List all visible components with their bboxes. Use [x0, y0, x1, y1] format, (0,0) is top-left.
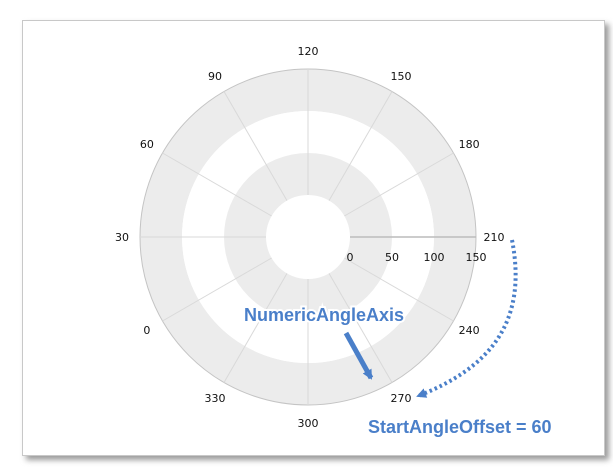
- radius-tick-label: 150: [466, 251, 487, 264]
- angle-gridlines: [140, 69, 476, 405]
- angle-tick-label: 0: [143, 324, 150, 337]
- angle-gridline: [344, 257, 454, 322]
- radius-tick-label: 50: [385, 251, 399, 264]
- angle-tick-label: 330: [205, 392, 226, 405]
- angle-tick-label: 120: [298, 45, 319, 58]
- angle-tick-label: 150: [391, 70, 412, 83]
- radius-tick-label: 100: [424, 251, 445, 264]
- angle-tick-label: 270: [391, 392, 412, 405]
- angle-gridline: [162, 152, 272, 217]
- angle-tick-label: 180: [459, 138, 480, 151]
- annotation-arrow-icon: [343, 331, 374, 380]
- angle-gridline: [328, 273, 393, 383]
- angle-tick-label: 60: [140, 138, 154, 151]
- annotation-start-angle-offset-label: StartAngleOffset = 60: [368, 417, 552, 437]
- angle-gridline: [328, 91, 393, 201]
- angle-gridline: [223, 91, 288, 201]
- annotation-dotted-arrow-icon: [416, 239, 518, 398]
- angle-tick-label: 90: [208, 70, 222, 83]
- radius-axis-labels: 0 50 100 150: [347, 251, 487, 264]
- radius-tick-label: 0: [347, 251, 354, 264]
- angle-tick-label: 30: [115, 231, 129, 244]
- radial-band: [182, 111, 434, 363]
- angle-tick-label: 210: [484, 231, 505, 244]
- radial-band: [224, 153, 392, 321]
- annotation-numeric-angle-axis: NumericAngleAxis: [242, 303, 406, 380]
- annotation-start-angle-offset: StartAngleOffset = 60: [366, 239, 554, 439]
- annotation-numeric-angle-axis-label: NumericAngleAxis: [244, 305, 404, 325]
- angle-gridline: [223, 273, 288, 383]
- angle-tick-label: 300: [298, 417, 319, 430]
- angle-gridline: [162, 257, 272, 322]
- angle-tick-label: 240: [459, 324, 480, 337]
- angle-gridline: [344, 152, 454, 217]
- angle-axis-labels: 0 30 60 90 120 150 180 210 240 270 300 330: [115, 45, 505, 430]
